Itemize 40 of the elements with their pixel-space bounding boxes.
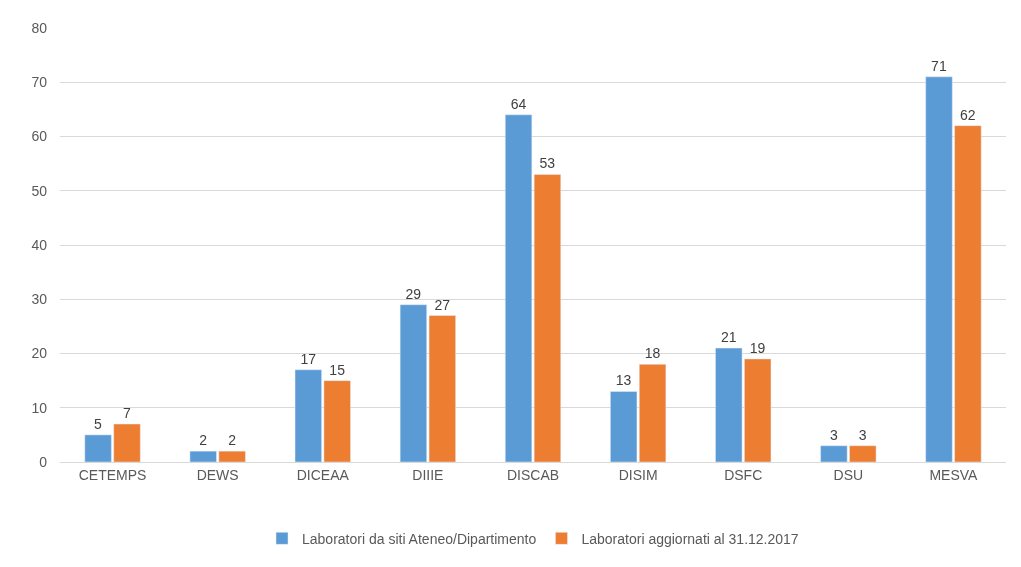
data-label: 18 — [644, 345, 661, 362]
bar — [505, 114, 533, 462]
data-label: 17 — [300, 350, 317, 367]
legend-label: Laboratori da siti Ateneo/Dipartimento — [302, 530, 537, 547]
data-label: 71 — [931, 57, 947, 74]
y-tick-label: 0 — [39, 453, 48, 470]
data-label: 3 — [829, 426, 838, 443]
y-tick-label: 20 — [31, 345, 48, 362]
x-tick-label: DSFC — [724, 466, 763, 483]
data-label: 62 — [960, 106, 976, 123]
data-label: 3 — [858, 426, 867, 443]
data-label: 19 — [749, 339, 766, 356]
data-label: 2 — [199, 432, 208, 449]
legend-label: Laboratori aggiornati al 31.12.2017 — [581, 530, 799, 547]
data-label: 27 — [434, 296, 451, 313]
x-tick-label: DSU — [833, 466, 864, 483]
data-label: 5 — [94, 415, 103, 432]
y-tick-label: 60 — [31, 128, 48, 145]
y-tick-label: 10 — [31, 399, 48, 416]
x-tick-label: DISCAB — [506, 466, 560, 483]
x-tick-label: DICEAA — [296, 466, 350, 483]
x-tick-label: MESVA — [929, 466, 979, 483]
y-tick-label: 80 — [31, 19, 48, 36]
data-label: 13 — [615, 372, 632, 389]
data-label: 29 — [405, 285, 422, 302]
x-tick-label: DIIIE — [412, 466, 444, 483]
data-label: 2 — [228, 432, 237, 449]
data-label: 7 — [123, 405, 132, 422]
data-label: 53 — [539, 155, 556, 172]
data-label: 21 — [720, 329, 737, 346]
data-label: 64 — [510, 95, 527, 112]
y-tick-label: 70 — [31, 74, 48, 91]
x-tick-label: DISIM — [618, 466, 658, 483]
data-label: 15 — [329, 361, 346, 378]
y-tick-label: 40 — [31, 236, 48, 253]
x-tick-label: CETEMPS — [78, 466, 147, 483]
x-tick-label: DEWS — [196, 466, 239, 483]
y-tick-label: 50 — [31, 182, 48, 199]
bar — [533, 174, 561, 462]
y-tick-label: 30 — [31, 291, 48, 308]
